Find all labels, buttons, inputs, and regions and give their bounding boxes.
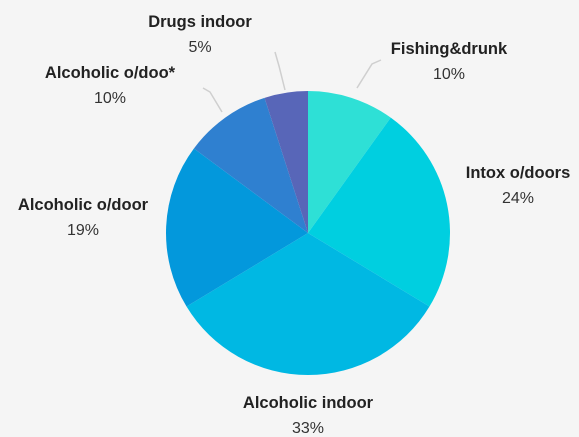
- leader-line-alcoholic-o-doo: [203, 88, 222, 112]
- leader-line-drugs-indoor: [275, 52, 285, 90]
- slice-value-fishing-drunk: 10%: [433, 66, 465, 83]
- slice-value-alcoholic-indoor: 33%: [292, 420, 324, 437]
- slice-label-intox-o-doors: Intox o/doors: [466, 164, 571, 182]
- slice-value-alcoholic-o-door: 19%: [67, 222, 99, 239]
- slice-value-intox-o-doors: 24%: [502, 190, 534, 207]
- slice-label-fishing-drunk: Fishing&drunk: [391, 40, 508, 58]
- pie-slices: [166, 91, 450, 375]
- slice-label-drugs-indoor: Drugs indoor: [148, 13, 252, 31]
- slice-value-drugs-indoor: 5%: [188, 39, 211, 56]
- slice-label-alcoholic-indoor: Alcoholic indoor: [243, 394, 374, 412]
- slice-value-alcoholic-o-doo: 10%: [94, 90, 126, 107]
- slice-label-alcoholic-o-doo: Alcoholic o/doo*: [45, 64, 176, 82]
- slice-label-alcoholic-o-door: Alcoholic o/door: [18, 196, 149, 214]
- leader-line-fishing-drunk: [357, 60, 381, 88]
